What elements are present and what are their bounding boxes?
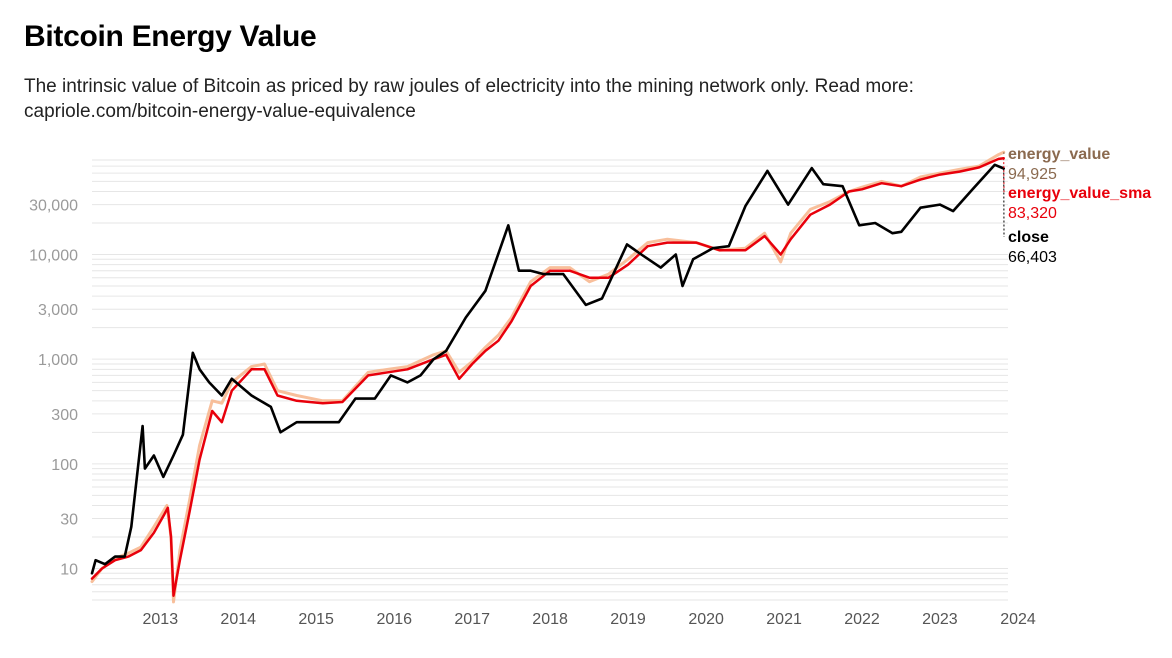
end-label-value-energy_value: 94,925 (1008, 166, 1057, 183)
series-line-close (90, 163, 1005, 575)
series-layer (90, 150, 1006, 604)
y-axis-tick-labels: 10 30 100 300 1,000 3,000 10,000 30,000 (29, 198, 78, 579)
series-line-energy_value_sma (90, 156, 1005, 597)
end-label-value-energy_value_sma: 83,320 (1008, 205, 1057, 222)
series-line-energy_value (90, 150, 1006, 604)
y-tick-label: 300 (51, 407, 78, 424)
x-tick-label: 2022 (844, 611, 880, 628)
y-tick-label: 30 (60, 512, 78, 529)
x-tick-label: 2016 (376, 611, 412, 628)
end-label-name-energy_value: energy_value (1008, 146, 1110, 163)
x-tick-label: 2018 (532, 611, 568, 628)
x-axis-tick-labels: 2013 2014 2015 2016 2017 2018 2019 2020 2021 2022… (143, 611, 1036, 628)
x-tick-label: 2015 (298, 611, 334, 628)
grid-layer (92, 159, 1008, 601)
x-tick-label: 2013 (143, 611, 179, 628)
chart-subtitle: The intrinsic value of Bitcoin as priced… (24, 74, 1024, 124)
y-tick-label: 10 (60, 561, 78, 578)
x-tick-label: 2021 (766, 611, 802, 628)
y-tick-label: 10,000 (29, 248, 78, 265)
y-tick-label: 1,000 (38, 352, 78, 369)
x-tick-label: 2024 (1000, 611, 1036, 628)
x-tick-label: 2014 (220, 611, 256, 628)
y-tick-label: 30,000 (29, 198, 78, 215)
end-label-name-energy_value_sma: energy_value_sma (1008, 185, 1151, 202)
y-tick-label: 100 (51, 457, 78, 474)
y-tick-label: 3,000 (38, 302, 78, 319)
x-tick-label: 2020 (688, 611, 724, 628)
subtitle-line-1: The intrinsic value of Bitcoin as priced… (24, 76, 914, 97)
x-tick-label: 2023 (922, 611, 958, 628)
subtitle-line-2[interactable]: capriole.com/bitcoin-energy-value-equiva… (24, 101, 416, 122)
chart-title: Bitcoin Energy Value (24, 20, 317, 53)
x-tick-label: 2019 (610, 611, 646, 628)
x-tick-label: 2017 (454, 611, 490, 628)
end-label-value-close: 66,403 (1008, 249, 1057, 266)
series-end-labels: energy_value 94,925 energy_value_sma 83,320… (1003, 146, 1151, 266)
end-label-name-close: close (1008, 229, 1049, 246)
